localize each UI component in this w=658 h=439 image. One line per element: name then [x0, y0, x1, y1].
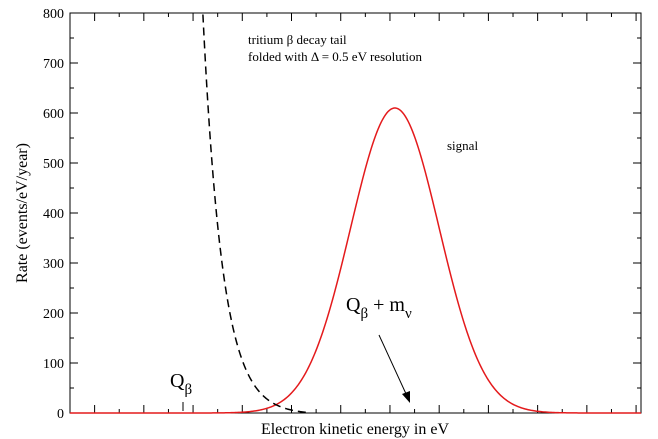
series-signal-line — [70, 107, 641, 414]
q-plus-m-arrow — [378, 334, 408, 397]
y-axis-label: Rate (events/eV/year) — [14, 143, 31, 283]
y-tick-label: 0 — [57, 407, 64, 422]
signal-annotation: signal — [447, 138, 478, 153]
tail-annotation-line1: tritium β decay tail — [248, 32, 347, 47]
q-beta-label: Qβ — [170, 370, 192, 398]
y-tick-label: 700 — [43, 57, 64, 72]
plot-area — [70, 14, 641, 414]
y-axis: 0 100 200 300 400 500 600 700 800 — [43, 7, 641, 422]
x-axis-label: Electron kinetic energy in eV — [261, 421, 450, 438]
q-plus-m-label: Qβ + mν — [346, 294, 412, 322]
tail-annotation-line2: folded with Δ = 0.5 eV resolution — [248, 49, 422, 64]
series-tritium-tail-line — [202, 14, 307, 414]
y-tick-label: 100 — [43, 357, 64, 372]
y-tick-label: 600 — [43, 107, 64, 122]
y-tick-label: 200 — [43, 307, 64, 322]
y-tick-label: 300 — [43, 257, 64, 272]
y-tick-label: 500 — [43, 157, 64, 172]
y-tick-label: 400 — [43, 207, 64, 222]
x-axis — [69, 13, 637, 413]
q-plus-m-arrowhead — [402, 391, 410, 403]
plot-frame — [69, 12, 642, 414]
y-tick-label: 800 — [43, 7, 64, 22]
